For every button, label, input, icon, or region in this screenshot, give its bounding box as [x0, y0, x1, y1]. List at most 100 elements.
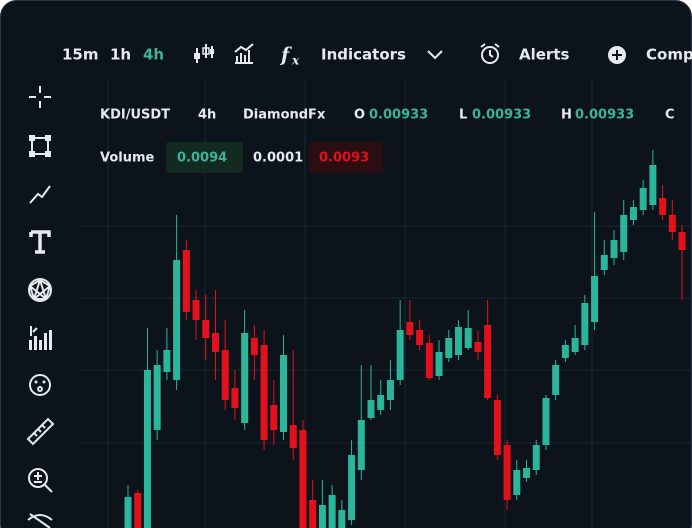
fx-icon[interactable]: f — [279, 44, 292, 66]
line-tool[interactable] — [29, 185, 51, 204]
indicators-button[interactable]: Indicators — [321, 46, 406, 64]
candle-body — [192, 300, 200, 320]
candle-body — [153, 365, 161, 430]
candle-body — [221, 350, 229, 400]
candle-body — [338, 510, 346, 528]
compare-button[interactable]: Comp — [646, 46, 692, 64]
candle-body — [357, 420, 365, 470]
pattern-tool[interactable] — [28, 278, 52, 302]
candle-icon[interactable] — [194, 44, 214, 63]
candle-body — [639, 188, 647, 210]
volume-value: 0.0093 — [319, 151, 369, 166]
candle-body — [454, 327, 462, 355]
ohlc-key: H — [561, 108, 572, 123]
candle-body — [532, 445, 540, 470]
prediction-tool[interactable] — [29, 326, 52, 350]
indicator-chart-icon[interactable] — [234, 43, 254, 64]
candle-body — [182, 250, 190, 312]
candle-body — [659, 198, 667, 215]
candle-body — [600, 255, 608, 270]
candle-body — [591, 276, 599, 322]
candle-body — [270, 405, 278, 430]
candle-body — [435, 352, 443, 376]
candle-body — [377, 395, 385, 410]
volume-label: Volume — [100, 151, 155, 166]
alarm-icon[interactable] — [480, 43, 500, 64]
candle-body — [250, 338, 258, 355]
candle-body — [552, 365, 560, 395]
interval[interactable]: 4h — [143, 46, 164, 64]
candle-body — [493, 400, 501, 455]
candle-body — [542, 398, 550, 445]
candle-body — [299, 430, 307, 528]
candle-body — [289, 425, 297, 448]
ohlc-value: 0.00933 — [472, 108, 531, 123]
candle-body — [260, 345, 268, 440]
candle-body — [173, 260, 181, 380]
symbol: KDI/USDT — [100, 108, 170, 123]
zoom-tool[interactable] — [28, 468, 53, 493]
crosshair-tool[interactable] — [29, 86, 51, 108]
candle-body — [629, 207, 637, 220]
volume-badge — [309, 142, 383, 173]
candle-body — [280, 355, 288, 432]
left-toolbar — [26, 86, 55, 528]
hide-tool[interactable] — [27, 513, 53, 528]
candle-body — [445, 338, 453, 358]
candle-body — [464, 328, 472, 348]
candle-body — [678, 232, 686, 250]
candle-body — [406, 322, 414, 335]
candle-body — [134, 493, 142, 528]
volume-badge — [166, 142, 243, 173]
candle-body — [425, 343, 433, 378]
ohlc-value: 0.00933 — [575, 108, 634, 123]
fx-icon[interactable]: x — [291, 54, 300, 68]
candle-body — [396, 330, 404, 380]
candle-body — [484, 325, 492, 398]
ohlc-key: O — [354, 108, 365, 123]
ruler-tool[interactable] — [26, 417, 55, 446]
candle-body — [328, 495, 336, 528]
volume-value: 0.0001 — [253, 151, 303, 166]
volume-value: 0.0094 — [177, 151, 227, 166]
candle-body — [124, 497, 132, 528]
candle-body — [241, 333, 249, 423]
candle-body — [231, 388, 239, 408]
candle-body — [309, 500, 317, 528]
candle-body — [202, 320, 210, 338]
candle-body — [503, 445, 511, 500]
shape-tool[interactable] — [29, 135, 51, 157]
legend-interval: 4h — [198, 108, 216, 123]
candle-body — [348, 455, 356, 520]
interval[interactable]: 1h — [110, 46, 131, 64]
candle-body — [163, 350, 171, 372]
source: DiamondFx — [243, 108, 326, 123]
text-tool[interactable] — [29, 230, 51, 254]
candle-body — [143, 370, 151, 528]
candle-body — [211, 333, 219, 352]
candle-body — [561, 345, 569, 358]
ohlc-value: 0.00933 — [369, 108, 428, 123]
emoji-tool[interactable] — [29, 374, 51, 396]
candles — [124, 150, 686, 528]
candle-body — [318, 505, 326, 528]
candle-body — [620, 215, 628, 252]
interval[interactable]: 15m — [62, 46, 99, 64]
alerts-button[interactable]: Alerts — [519, 46, 569, 64]
candle-body — [668, 215, 676, 232]
dropdown-icon[interactable] — [427, 50, 443, 60]
candle-body — [523, 468, 531, 478]
candle-body — [474, 342, 482, 352]
candle-body — [581, 303, 589, 345]
candle-body — [649, 165, 657, 205]
candle-body — [367, 400, 375, 418]
add-icon[interactable] — [608, 46, 626, 64]
candle-body — [416, 330, 424, 345]
candle-body — [513, 470, 521, 495]
candle-body — [386, 380, 394, 400]
ohlc-key: C — [665, 108, 675, 123]
ohlc-key: L — [459, 108, 467, 123]
